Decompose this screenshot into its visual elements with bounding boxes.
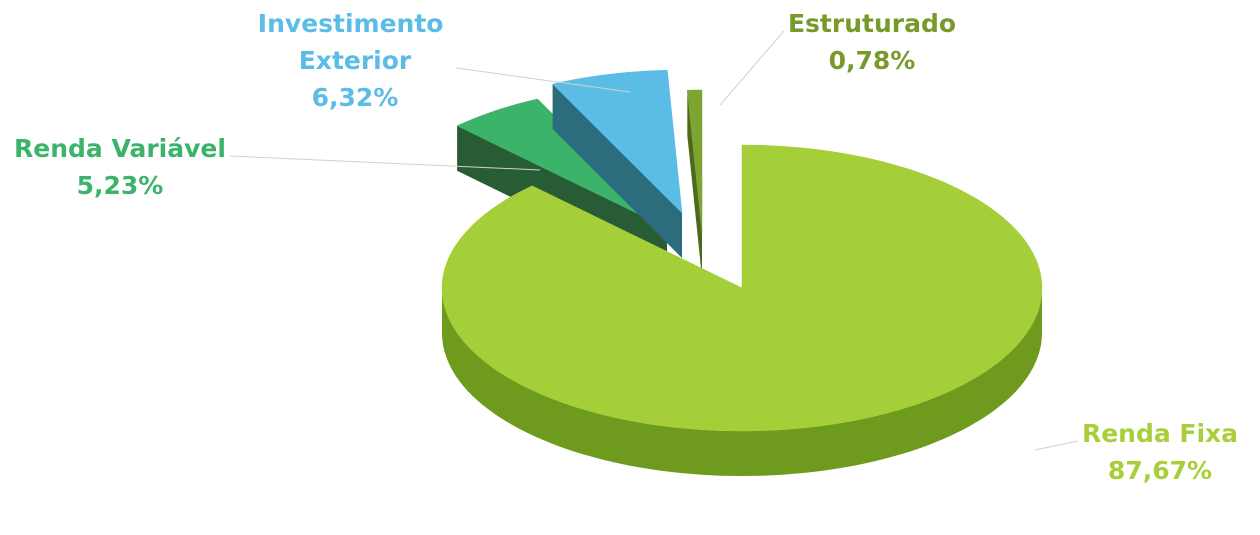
slice-value-label: 0,78%	[829, 46, 916, 75]
leader-line	[1034, 440, 1079, 451]
slice-label-line: Exterior	[299, 46, 412, 75]
slice-value-label: 6,32%	[312, 83, 399, 112]
slice-side	[442, 288, 1042, 476]
pie-slice	[687, 89, 703, 234]
slice-face	[687, 90, 702, 278]
slice-face	[552, 84, 682, 258]
slice-value-label: 87,67%	[1108, 456, 1212, 485]
pie-slice	[552, 69, 683, 214]
slice-label: Investimento Exterior	[258, 9, 452, 75]
slice-label: Renda Fixa	[1082, 419, 1238, 448]
slice-label: Renda Variável	[14, 134, 226, 163]
slice-value-label: 5,23%	[77, 171, 164, 200]
slice-label-line: Investimento	[258, 9, 452, 38]
pie-slice	[441, 144, 1043, 432]
leader-line	[456, 67, 631, 93]
pie-slice	[456, 98, 668, 229]
slice-label: Estruturado	[788, 9, 956, 38]
leader-line	[229, 155, 541, 171]
leader-line	[719, 30, 785, 106]
